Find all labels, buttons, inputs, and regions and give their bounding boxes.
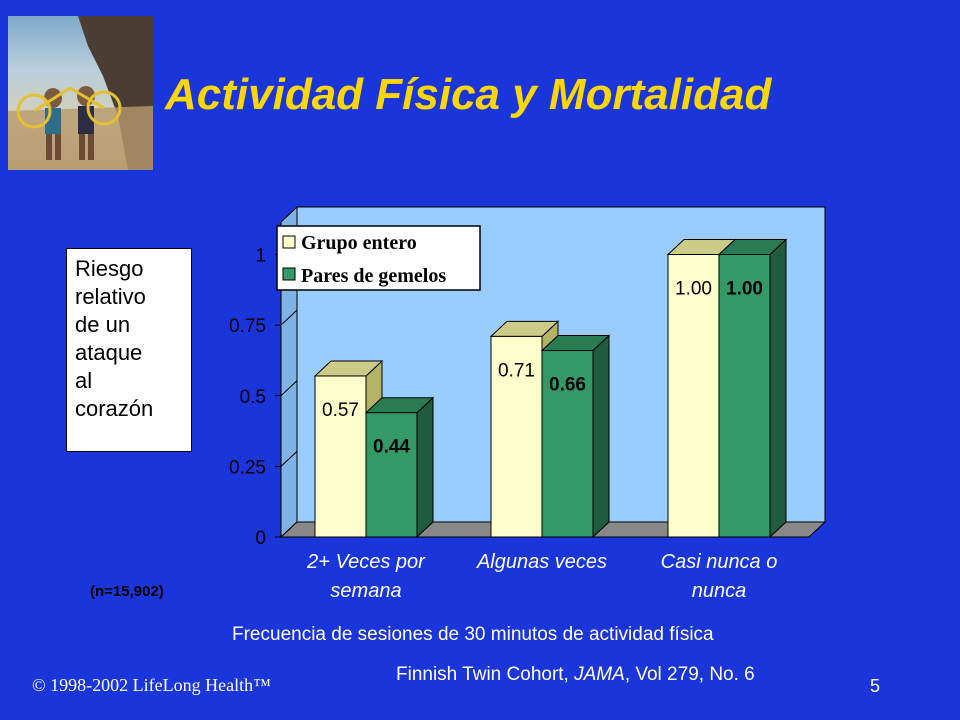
y-axis-label: Riesgo relativo de un ataque al corazón — [66, 248, 192, 452]
y-axis-label-line: al — [75, 368, 93, 393]
bar-data-label: 0.66 — [549, 375, 586, 396]
bar-side — [592, 334, 610, 539]
y-axis-tick-diagonal — [280, 380, 298, 397]
bar-data-label: 0.71 — [498, 360, 535, 381]
copyright: © 1998-2002 LifeLong Health™ — [32, 675, 271, 695]
bar — [365, 412, 418, 538]
bar — [490, 335, 543, 538]
y-axis-label-line: corazón — [75, 396, 154, 421]
y-tick-label: 0 — [255, 528, 266, 549]
bar — [314, 375, 367, 538]
y-axis-label-line: Riesgo — [75, 256, 144, 281]
x-axis-label: Frecuencia de sesiones de 30 minutos de … — [232, 624, 714, 645]
x-category-label: semana — [330, 580, 401, 602]
bar-side — [769, 238, 787, 539]
citation: Finnish Twin Cohort, JAMA, Vol 279, No. … — [396, 664, 755, 686]
bar-data-label: 0.57 — [322, 400, 359, 421]
bar-data-label: 1.00 — [726, 279, 763, 300]
bar-side — [416, 396, 434, 539]
y-tick-label: 0.25 — [229, 457, 266, 478]
legend-swatch-series-1 — [282, 235, 296, 249]
y-axis-label-line: relativo — [75, 284, 146, 309]
legend-label-series-2: Pares de gemelos — [301, 265, 446, 287]
sample-size-note: (n=15,902) — [90, 583, 164, 600]
legend-swatch-series-2 — [282, 267, 296, 281]
bar — [718, 254, 771, 538]
y-tick-label: 0.5 — [240, 387, 266, 408]
y-tick-label: 1 — [255, 246, 266, 267]
y-axis-tick-diagonal — [280, 521, 298, 538]
x-category-label: Casi nunca o — [661, 551, 778, 573]
legend-label-series-1: Grupo entero — [301, 232, 417, 254]
y-axis-label-line: ataque — [75, 340, 143, 365]
page-number: 5 — [870, 676, 881, 696]
x-category-label: nunca — [692, 580, 747, 602]
citation-source: Finnish Twin Cohort, — [396, 664, 575, 685]
cyclists-photo — [8, 16, 153, 170]
legend-box — [276, 225, 481, 291]
y-axis-tick-diagonal — [280, 309, 298, 326]
y-tick-label: 0.75 — [229, 316, 266, 337]
x-category-label: Algunas veces — [476, 551, 607, 573]
legend: Grupo entero Pares de gemelos — [276, 225, 481, 291]
y-axis-tick-diagonal — [280, 451, 298, 467]
page-title: Actividad Física y Mortalidad — [165, 70, 772, 119]
y-axis-label-line: de un — [75, 312, 131, 337]
bar — [541, 350, 594, 538]
bar-data-label: 0.44 — [373, 437, 410, 458]
citation-volume: , Vol 279, No. 6 — [624, 664, 755, 685]
x-category-label: 2+ Veces por — [306, 551, 426, 573]
citation-journal: JAMA — [574, 664, 625, 685]
bar-data-label: 1.00 — [675, 279, 712, 300]
